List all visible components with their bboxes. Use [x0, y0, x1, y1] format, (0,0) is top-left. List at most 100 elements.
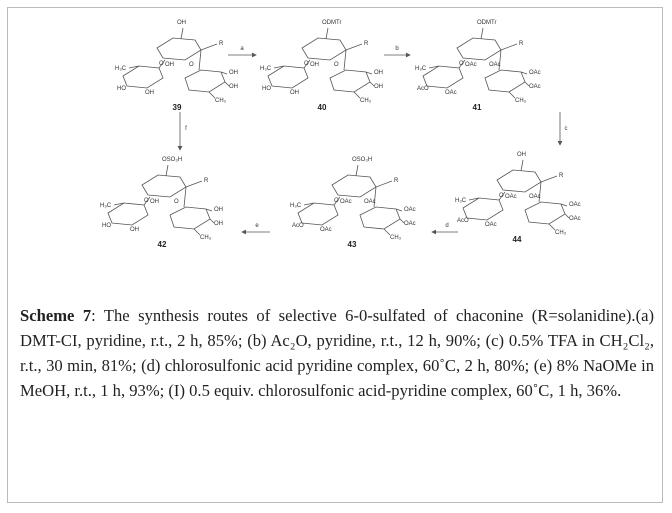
atom-label: O — [144, 198, 149, 204]
ring — [376, 181, 392, 187]
atom-label: OAc — [465, 62, 477, 68]
ring — [186, 181, 202, 187]
atom-label: OAc — [404, 207, 416, 213]
atom-label: AcO — [417, 86, 429, 92]
atom-label: R — [219, 41, 224, 47]
atom-label: O — [499, 193, 504, 199]
compound-number: 44 — [513, 235, 522, 244]
atom-label: HO — [262, 86, 271, 92]
atom-label: H₃C — [415, 66, 427, 72]
atom-label: O — [304, 61, 309, 67]
atom-label: O — [334, 198, 339, 204]
atom-label: OH — [229, 70, 238, 76]
compound-number: 39 — [173, 103, 182, 112]
ring — [360, 187, 404, 235]
atom-label: R — [559, 173, 564, 179]
compound-number: 40 — [318, 103, 327, 112]
atom-label: OH — [214, 221, 223, 227]
atom-label: O — [459, 61, 464, 67]
ring — [525, 182, 569, 230]
atom-label: OAc — [529, 194, 541, 200]
atom-label: OAc — [320, 227, 332, 233]
atom-label: H₃C — [100, 203, 112, 209]
atom-label: OAc — [529, 70, 541, 76]
atom-label: CH₃ — [215, 98, 227, 104]
atom-label: OH — [374, 84, 383, 90]
reagent-label: f — [185, 126, 187, 132]
atom-label: OAc — [445, 90, 457, 96]
compound-number: 42 — [158, 240, 167, 249]
atom-label: R — [519, 41, 524, 47]
caption: Scheme 7: The synthesis routes of select… — [20, 303, 654, 403]
caption-label: Scheme 7 — [20, 306, 91, 325]
atom-label: H₃C — [115, 66, 127, 72]
ring — [201, 44, 217, 50]
compound-number: 41 — [473, 103, 482, 112]
ring — [485, 50, 529, 98]
atom-label: R — [394, 178, 399, 184]
ring — [457, 28, 501, 60]
reagent-label: a — [240, 46, 244, 52]
atom-label: ODMTr — [322, 20, 341, 26]
atom-label: AcO — [457, 218, 469, 224]
atom-label: OH — [150, 199, 159, 205]
ring — [346, 44, 362, 50]
atom-label: AcO — [292, 223, 304, 229]
ring — [185, 50, 229, 98]
reagent-label: e — [255, 223, 259, 229]
atom-label: OAc — [569, 202, 581, 208]
atom-label: O — [174, 199, 179, 205]
atom-label: OH — [214, 207, 223, 213]
atom-label: O — [334, 62, 339, 68]
atom-label: OAc — [485, 222, 497, 228]
atom-label: H₃C — [455, 198, 467, 204]
atom-label: O — [189, 62, 194, 68]
atom-label: OH — [374, 70, 383, 76]
atom-label: OAc — [364, 199, 376, 205]
atom-label: OSO₃H — [352, 157, 372, 163]
reagent-label: b — [395, 46, 399, 52]
atom-label: OAc — [529, 84, 541, 90]
reagent-label: c — [565, 126, 568, 132]
atom-label: OAc — [505, 194, 517, 200]
atom-label: R — [364, 41, 369, 47]
atom-label: OH — [145, 90, 154, 96]
ring — [330, 50, 374, 98]
atom-label: HO — [102, 223, 111, 229]
atom-label: OH — [165, 62, 174, 68]
atom-label: OAc — [569, 216, 581, 222]
ring — [332, 165, 376, 197]
atom-label: OAc — [340, 199, 352, 205]
atom-label: OH — [229, 84, 238, 90]
atom-label: H₃C — [290, 203, 302, 209]
page: OHRH₃CHOOHOOHOHOHCH₃O39ODMTrRH₃CHOOHOOHO… — [0, 0, 672, 513]
atom-label: CH₃ — [515, 98, 527, 104]
atom-label: OSO₃H — [162, 157, 182, 163]
ring — [541, 176, 557, 182]
atom-label: O — [159, 61, 164, 67]
ring — [170, 187, 214, 235]
atom-label: OH — [517, 152, 526, 158]
atom-label: OH — [290, 90, 299, 96]
atom-label: CH₃ — [555, 230, 567, 236]
atom-label: OH — [177, 20, 186, 26]
compound-number: 43 — [348, 240, 357, 249]
reagent-label: d — [445, 223, 448, 229]
atom-label: R — [204, 178, 209, 184]
ring — [302, 28, 346, 60]
atom-label: CH₃ — [390, 235, 402, 241]
atom-label: CH₃ — [200, 235, 212, 241]
atom-label: OH — [310, 62, 319, 68]
caption-text: : The synthesis routes of selective 6-0-… — [20, 306, 654, 400]
atom-label: H₃C — [260, 66, 272, 72]
ring — [157, 28, 201, 60]
scheme: OHRH₃CHOOHOOHOHOHCH₃O39ODMTrRH₃CHOOHOOHO… — [0, 0, 672, 300]
atom-label: ODMTr — [477, 20, 496, 26]
atom-label: HO — [117, 86, 126, 92]
ring — [501, 44, 517, 50]
atom-label: OH — [130, 227, 139, 233]
ring — [497, 160, 541, 192]
ring — [142, 165, 186, 197]
atom-label: CH₃ — [360, 98, 372, 104]
atom-label: OAc — [489, 62, 501, 68]
